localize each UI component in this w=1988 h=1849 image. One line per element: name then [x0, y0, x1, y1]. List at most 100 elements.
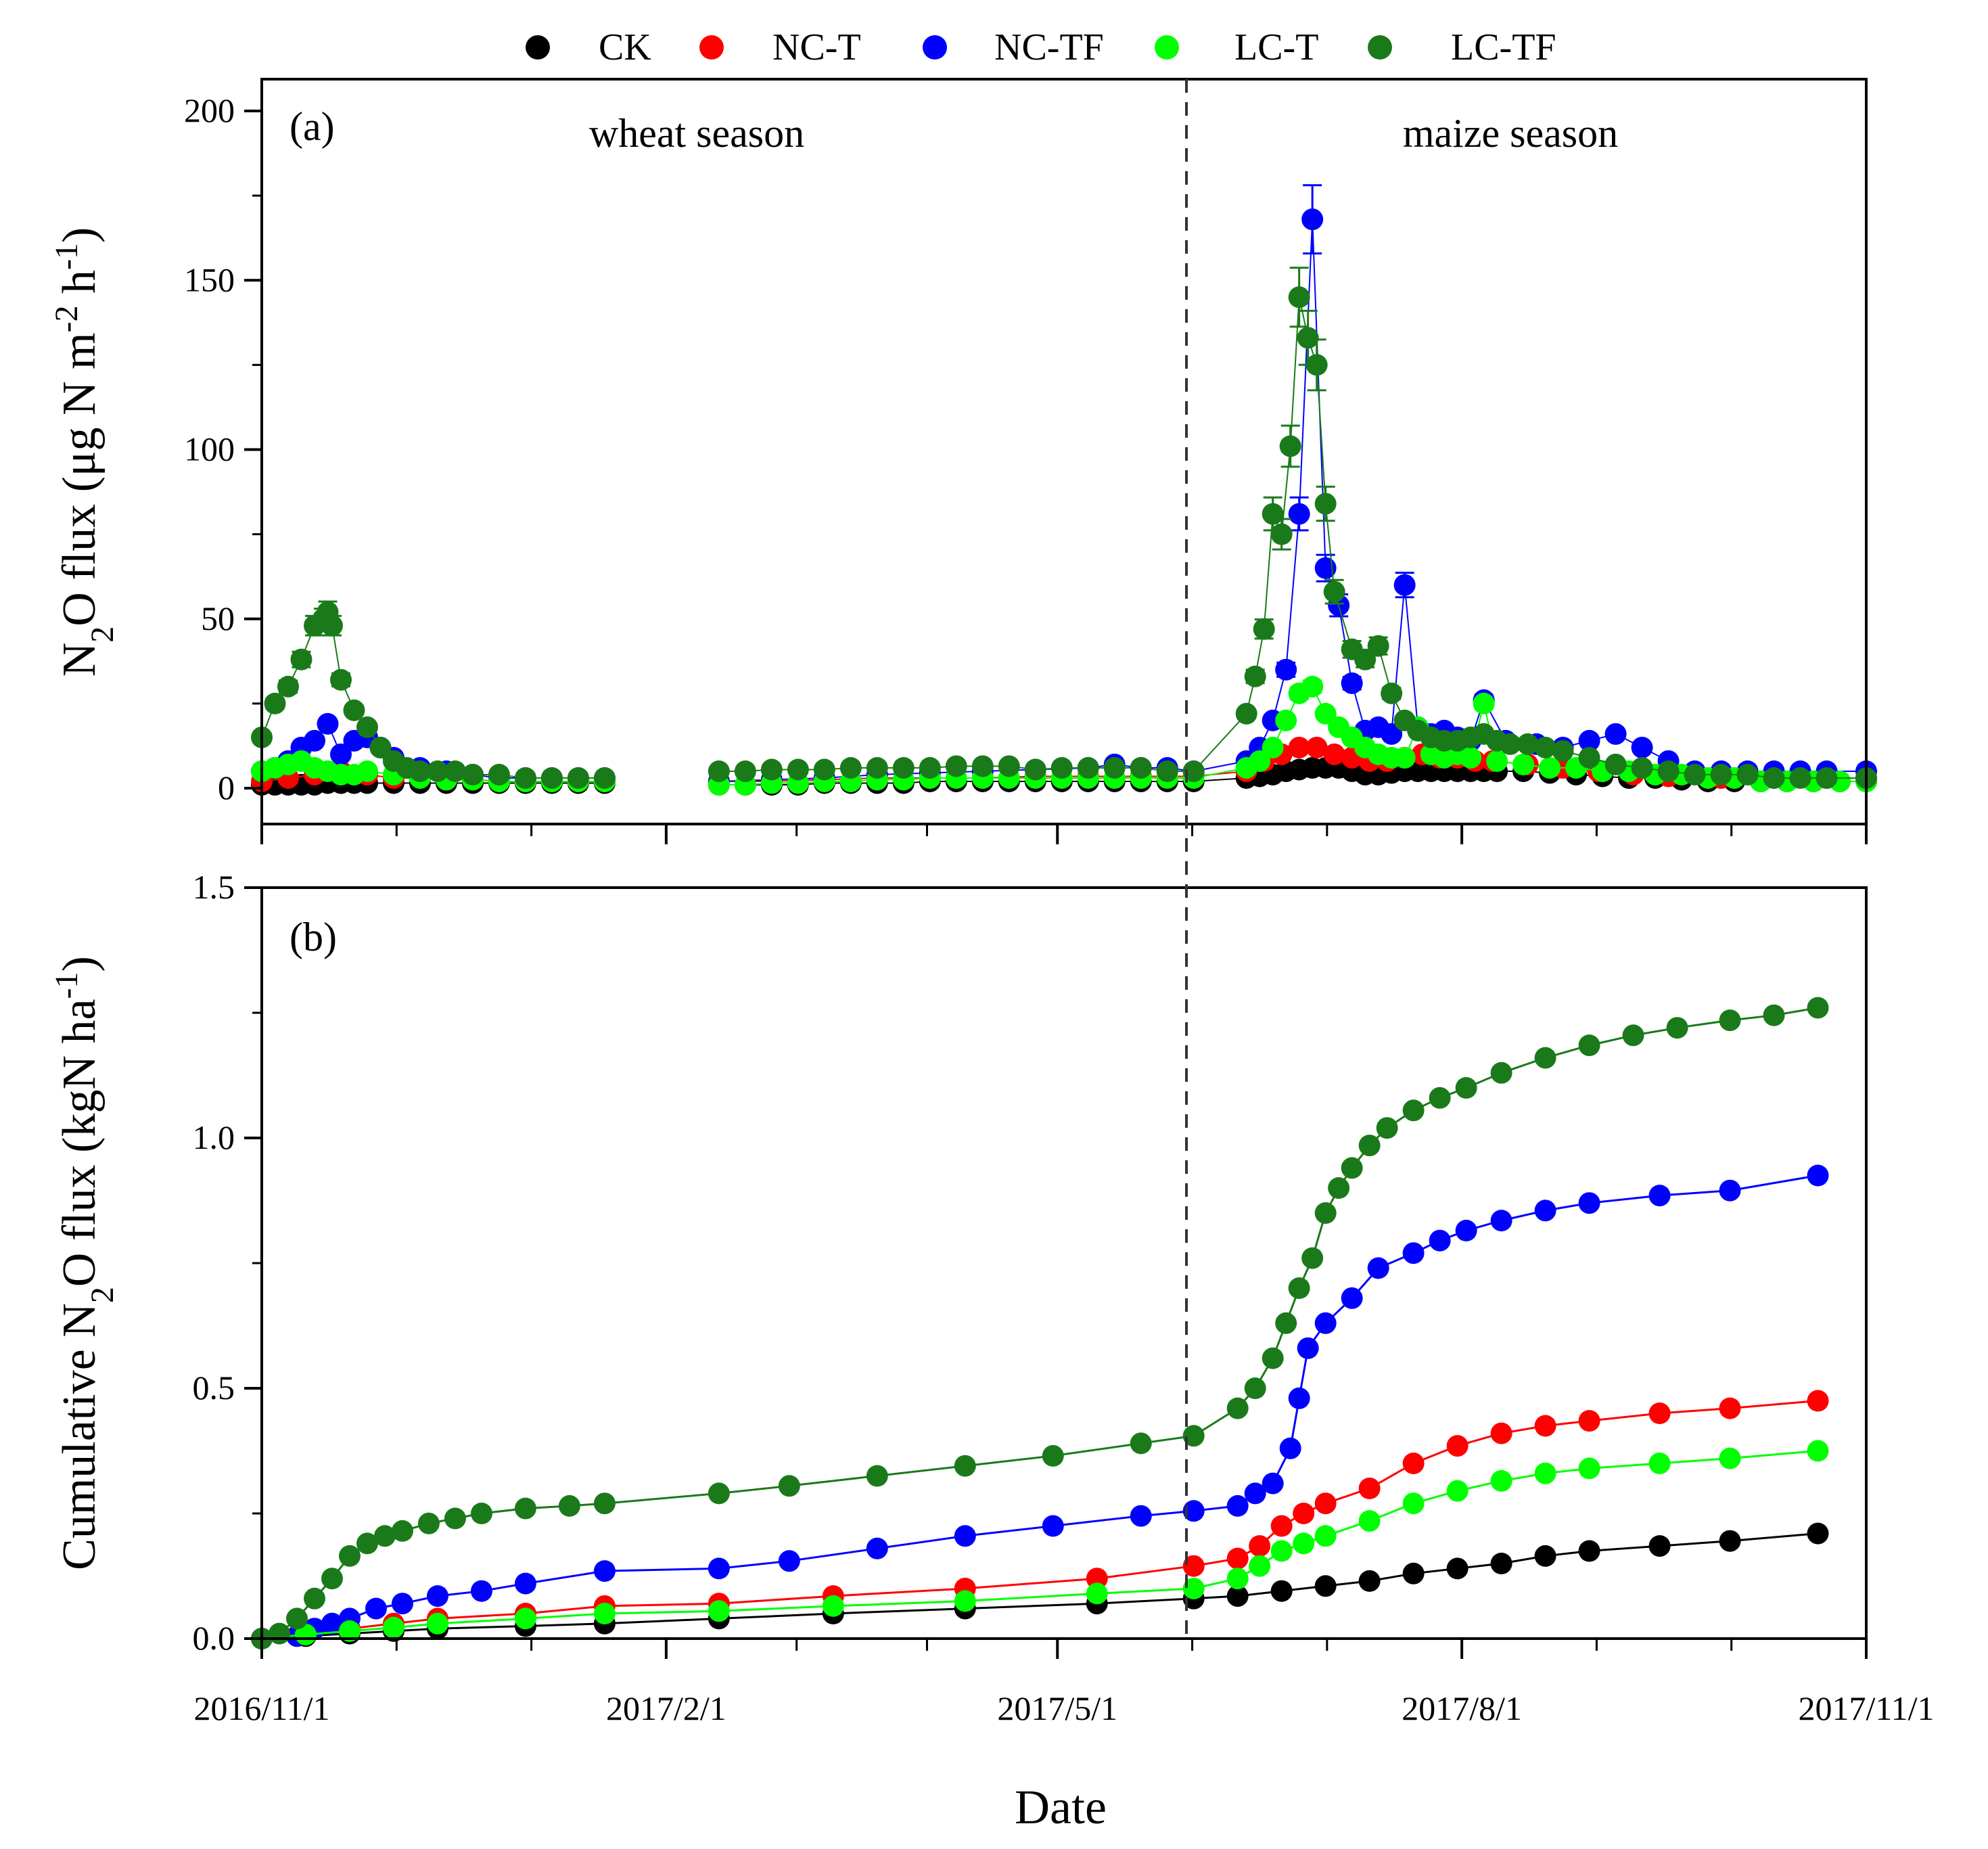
data-point	[839, 756, 862, 779]
data-point	[1490, 1422, 1512, 1444]
data-point	[1253, 618, 1275, 640]
data-point	[1182, 760, 1205, 782]
data-point	[1288, 1277, 1310, 1299]
y-tick-label: 200	[184, 91, 235, 129]
data-point	[1446, 1435, 1469, 1457]
data-point	[919, 756, 941, 779]
data-point	[1631, 756, 1653, 779]
data-point	[426, 1585, 448, 1607]
data-point	[1262, 1472, 1284, 1494]
data-point	[1512, 753, 1535, 775]
data-point	[567, 767, 589, 789]
data-point	[1402, 1562, 1425, 1584]
data-point	[264, 692, 286, 714]
data-point	[1710, 763, 1732, 785]
data-point	[1816, 767, 1838, 789]
data-point	[1288, 503, 1310, 525]
data-point	[1182, 1578, 1205, 1599]
data-point	[1807, 1440, 1829, 1462]
data-point	[1042, 1515, 1064, 1537]
data-point	[426, 760, 448, 782]
data-point	[866, 1537, 888, 1559]
wheat-season-label: wheat season	[589, 111, 804, 156]
data-point	[1226, 1397, 1249, 1419]
data-point	[1288, 736, 1310, 758]
data-point	[1262, 736, 1284, 758]
data-point	[1323, 743, 1345, 765]
data-point	[1050, 756, 1073, 779]
data-point	[1455, 1219, 1477, 1241]
data-point	[1301, 675, 1324, 698]
data-point	[734, 760, 756, 782]
data-point	[1103, 756, 1126, 779]
data-point	[1534, 1047, 1556, 1069]
data-point	[558, 1494, 580, 1517]
data-point	[356, 716, 378, 738]
data-point	[1270, 523, 1293, 545]
data-point	[1763, 767, 1785, 789]
data-point	[321, 1612, 343, 1635]
data-point	[1578, 1410, 1600, 1432]
maize-season-label: maize season	[1403, 111, 1618, 156]
data-point	[382, 1616, 404, 1639]
data-point	[1077, 756, 1099, 779]
panel-b-series-lc-tf	[251, 997, 1829, 1649]
panel-b-y-axis-title: Cumulative N2O flux (kgN ha-1)	[49, 956, 120, 1570]
data-point	[1244, 1377, 1266, 1399]
data-point	[892, 756, 915, 779]
legend-label: CK	[599, 26, 651, 68]
legend-label: NC-TF	[994, 26, 1104, 68]
data-point	[391, 1593, 413, 1615]
x-tick-label: 2017/8/1	[1402, 1689, 1522, 1727]
data-point	[1328, 1177, 1350, 1199]
data-point	[1305, 736, 1328, 758]
y-tick-label: 150	[184, 260, 235, 298]
data-point	[787, 758, 809, 781]
y-tick-label: 1.0	[193, 1118, 235, 1156]
data-point	[1499, 733, 1521, 755]
data-point	[356, 1532, 378, 1555]
data-point	[954, 1525, 976, 1547]
data-point	[461, 763, 484, 785]
data-point	[1275, 709, 1297, 731]
data-point	[1473, 692, 1495, 714]
data-point	[1534, 1462, 1556, 1484]
data-point	[1358, 1570, 1381, 1592]
data-point	[1648, 1535, 1671, 1557]
data-point	[338, 1620, 361, 1642]
data-point	[1270, 1580, 1293, 1602]
data-point	[1789, 767, 1811, 789]
panel-a-x-ticks	[260, 824, 1868, 844]
data-point	[1262, 1347, 1284, 1369]
data-point	[1314, 1492, 1337, 1515]
data-point	[1534, 1415, 1556, 1437]
data-point	[1297, 1337, 1319, 1359]
data-point	[409, 760, 431, 782]
data-point	[1578, 1034, 1600, 1057]
data-point	[1539, 756, 1561, 779]
data-point	[1648, 1453, 1671, 1474]
data-point	[1270, 1515, 1293, 1537]
data-point	[1807, 997, 1829, 1019]
data-point	[1402, 1453, 1425, 1474]
data-point	[1288, 286, 1310, 309]
y-tick-label: 1.5	[193, 868, 235, 906]
data-point	[268, 1622, 290, 1645]
data-point	[1182, 1500, 1205, 1522]
data-point	[1578, 729, 1600, 752]
data-point	[1490, 1062, 1512, 1084]
data-point	[1534, 1545, 1556, 1567]
data-point	[338, 1545, 361, 1567]
data-point	[1341, 1287, 1363, 1309]
data-point	[1490, 1553, 1512, 1574]
panel-a-label: (a)	[290, 104, 335, 149]
panel-a-frame	[260, 78, 1868, 825]
data-point	[1807, 1164, 1829, 1187]
data-point	[1381, 723, 1403, 745]
y-tick-label: 50	[201, 599, 235, 637]
data-point	[1648, 1185, 1671, 1207]
legend-item-lc-tf: LC-TF	[1368, 26, 1556, 68]
data-point	[1226, 1547, 1249, 1570]
data-point	[1279, 435, 1301, 457]
